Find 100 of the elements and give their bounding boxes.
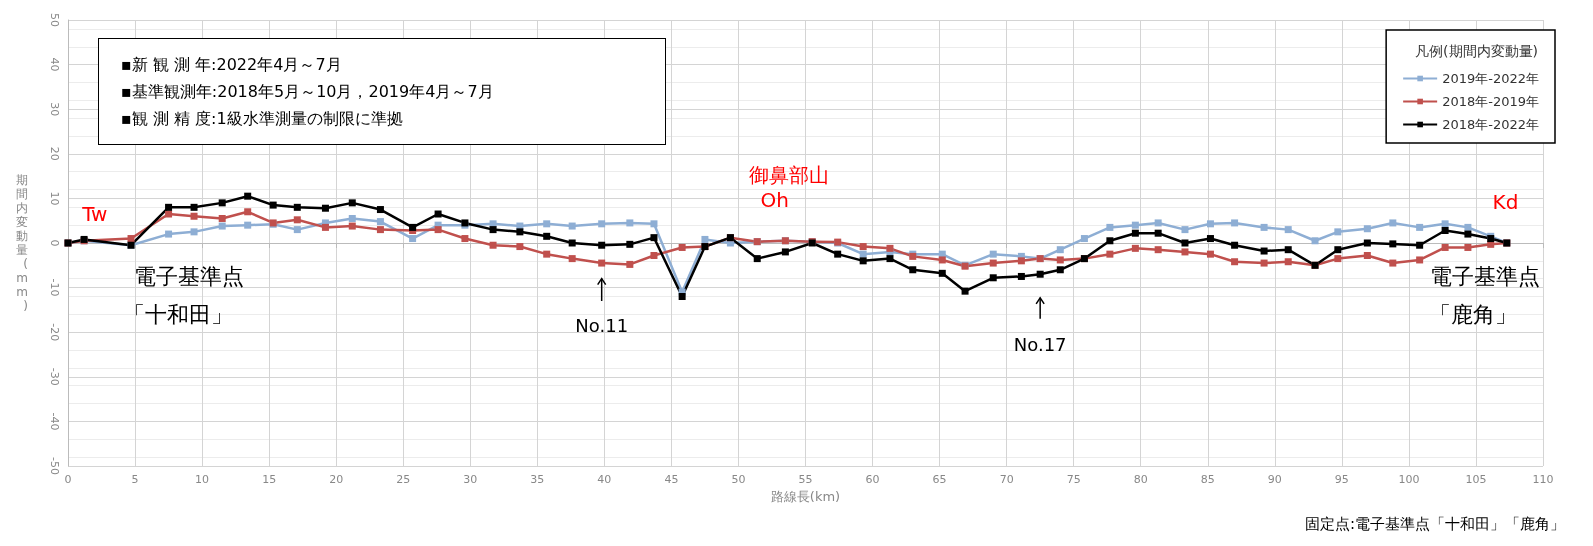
point: [1231, 258, 1239, 266]
point: [1363, 239, 1371, 247]
y-tick-label: 30: [48, 102, 61, 117]
point: [989, 274, 997, 282]
point: [701, 235, 709, 243]
point: [1260, 259, 1268, 267]
point: [598, 220, 606, 228]
text: 期間内変動量(mm): [16, 173, 28, 313]
point: [409, 223, 417, 231]
x-tick-label: 60: [865, 473, 880, 486]
point: [218, 199, 226, 207]
x-tick-label: 80: [1133, 473, 1148, 486]
point: [1260, 247, 1268, 255]
point: [376, 226, 384, 234]
point: [938, 269, 946, 277]
x-tick-label: 70: [999, 473, 1014, 486]
point: [678, 293, 686, 301]
point: [1334, 246, 1342, 254]
point: [626, 260, 634, 268]
point: [1206, 220, 1214, 228]
point: [348, 199, 356, 207]
point: [434, 226, 442, 234]
point: [568, 239, 576, 247]
point: [348, 214, 356, 222]
point: [650, 220, 658, 228]
legend-label: 2018年-2019年: [1442, 94, 1539, 109]
y-tick-label: -30: [48, 367, 61, 386]
annotation: 電子基準点: [1430, 263, 1541, 289]
point: [989, 259, 997, 267]
y-tick-label: 50: [48, 13, 61, 27]
annotation: No.11: [575, 315, 629, 337]
text: 固定点:電子基準点「十和田」「鹿角」: [1304, 515, 1565, 534]
legend-title: 凡例(期間内変動量): [1415, 43, 1539, 59]
point: [165, 230, 173, 238]
annotation: Oh: [760, 187, 789, 212]
point: [1464, 230, 1472, 238]
point: [1036, 270, 1044, 278]
x-tick-label: 15: [262, 473, 277, 486]
point: [376, 218, 384, 226]
point: [269, 201, 277, 209]
x-tick-label: 100: [1398, 473, 1420, 486]
point: [1106, 237, 1114, 245]
point: [1017, 272, 1025, 280]
point: [376, 206, 384, 214]
point: [626, 219, 634, 227]
point: [190, 212, 198, 220]
x-tick-label: 25: [396, 473, 411, 486]
point: [1231, 219, 1239, 227]
point: [321, 223, 329, 231]
point: [543, 250, 551, 258]
point: [1181, 226, 1189, 234]
point: [1416, 241, 1424, 249]
point: [348, 222, 356, 230]
annotation: 「十和田」: [122, 301, 233, 327]
note-box: ▪新 観 測 年:2022年4月～7月 ▪基準観測年:2018年5月～10月，2019年4月～7月 ▪観 測 精 度:1級水準測量の制限に準拠: [98, 38, 666, 145]
y-tick-label: -50: [48, 457, 61, 475]
x-tick-label: 10: [195, 473, 210, 486]
point: [1416, 223, 1424, 231]
point: [293, 203, 301, 211]
x-tick-label: 45: [664, 473, 679, 486]
annotation: 「鹿角」: [1429, 301, 1518, 327]
x-tick-label: 75: [1066, 473, 1081, 486]
point: [989, 250, 997, 258]
point: [626, 240, 634, 248]
x-tick-label: 105: [1465, 473, 1487, 486]
point: [1363, 225, 1371, 233]
legend-label: 2018年-2022年: [1442, 117, 1539, 132]
x-tick-label: 40: [597, 473, 612, 486]
legend-label: 2019年-2022年: [1442, 71, 1539, 86]
point: [244, 192, 252, 200]
point: [598, 241, 606, 249]
point: [190, 228, 198, 236]
point: [1154, 246, 1162, 254]
x-tick-label: 90: [1267, 473, 1282, 486]
point: [1284, 246, 1292, 254]
annotation: Kd: [1492, 189, 1519, 214]
point: [1206, 250, 1214, 258]
x-tick-label: 50: [731, 473, 746, 486]
point: [886, 244, 894, 252]
point: [489, 226, 497, 234]
point: [886, 255, 894, 263]
y-tick-label: -10: [48, 278, 61, 297]
point: [1131, 221, 1139, 229]
point: [1441, 227, 1449, 235]
point: [1231, 241, 1239, 249]
point: [1260, 223, 1268, 231]
point: [1441, 243, 1449, 251]
point: [598, 259, 606, 267]
point: [1056, 256, 1064, 264]
point: [859, 243, 867, 251]
point: [1131, 229, 1139, 237]
point: [1389, 219, 1397, 227]
point: [321, 204, 329, 212]
point: [650, 251, 658, 259]
x-axis-title: 路線長(km): [770, 488, 841, 504]
point: [516, 243, 524, 251]
point: [1181, 239, 1189, 247]
point: [244, 221, 252, 229]
point: [1311, 237, 1319, 245]
point: [127, 235, 135, 243]
